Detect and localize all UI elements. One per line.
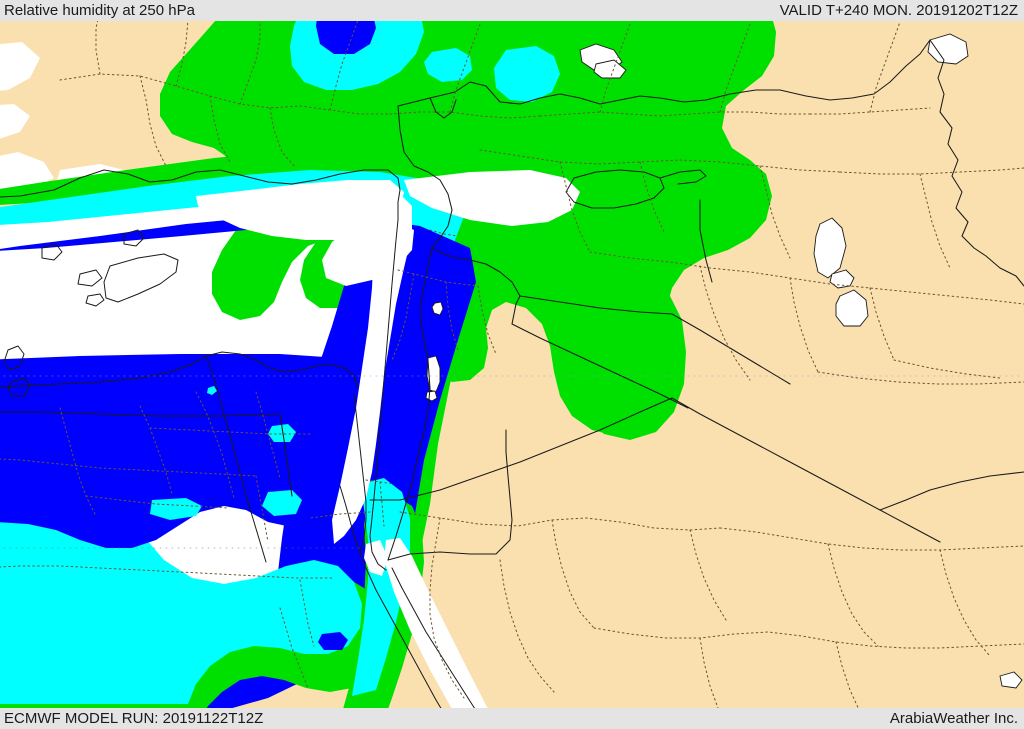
coastline-layer <box>0 169 707 709</box>
header-bar: Relative humidity at 250 hPa VALID T+240… <box>0 0 1024 21</box>
footer-bar: ECMWF MODEL RUN: 20191122T12Z ArabiaWeat… <box>0 708 1024 729</box>
model-run-label: ECMWF MODEL RUN: 20191122T12Z <box>4 710 264 727</box>
rh-band-high-blue-north <box>316 20 376 54</box>
valid-time-label: VALID T+240 MON. 20191202T12Z <box>779 2 1018 19</box>
rh-field-egypt <box>0 354 424 709</box>
provider-credit: ArabiaWeather Inc. <box>889 710 1018 727</box>
relative-humidity-contour-svg <box>0 20 1024 709</box>
inland-water-layer <box>425 33 1023 689</box>
country-border-layer <box>0 39 1024 561</box>
map-canvas[interactable] <box>0 20 1024 709</box>
rh-band-mid-cyan-north <box>290 20 560 102</box>
page-title: Relative humidity at 250 hPa <box>4 2 195 19</box>
sea-overlay-layer <box>196 170 580 709</box>
admin-boundary-layer <box>0 20 1024 709</box>
